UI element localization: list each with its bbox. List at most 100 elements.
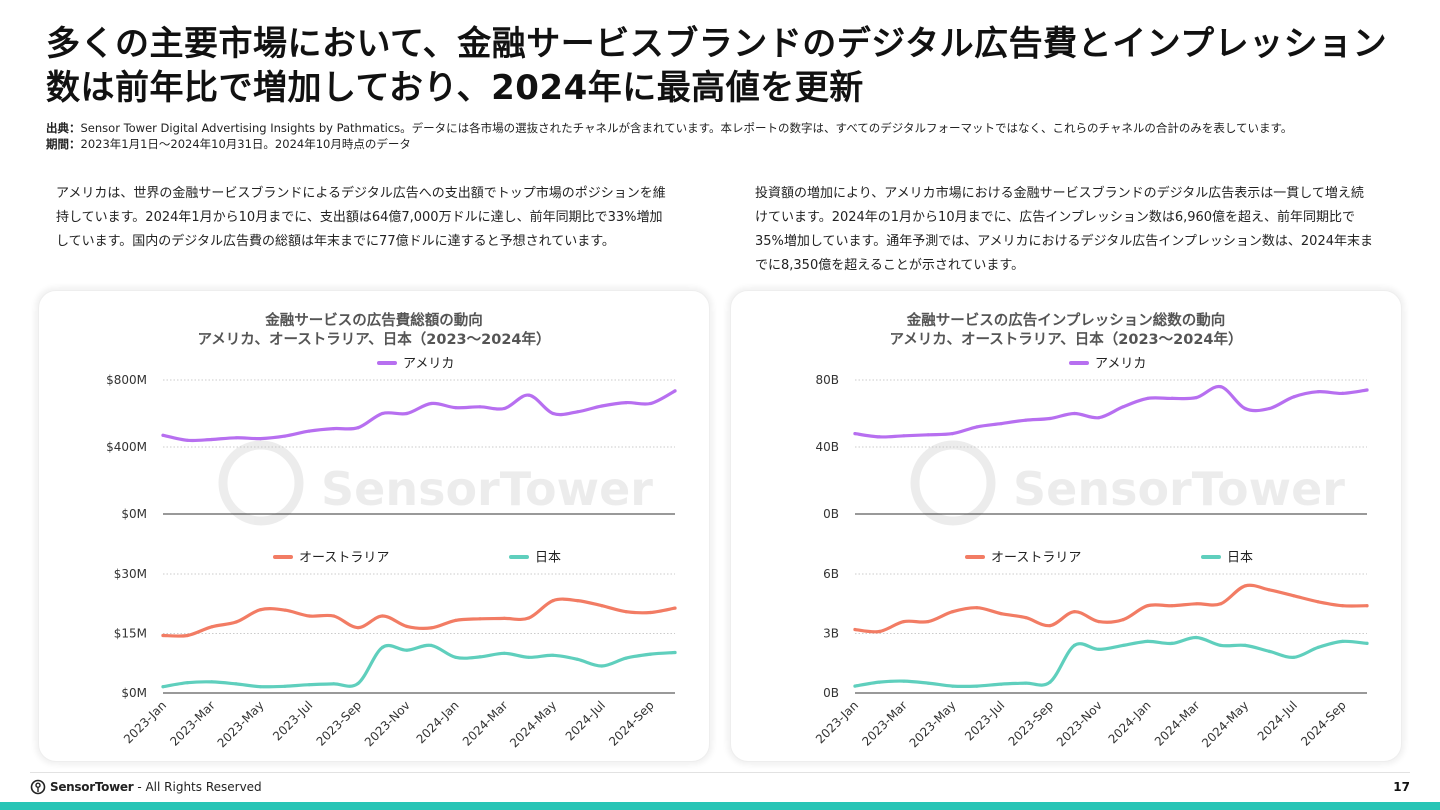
- data-point-usa: [1292, 395, 1296, 399]
- data-point-usa: [673, 389, 677, 393]
- data-point-usa: [283, 434, 287, 438]
- data-point-australia: [1316, 600, 1320, 604]
- data-point-usa: [853, 432, 857, 436]
- data-point-usa: [1341, 391, 1345, 395]
- data-point-australia: [307, 614, 311, 618]
- y-tick-label: 40B: [815, 440, 839, 454]
- chart-card-impressions: SensorTower 金融サービスの広告インプレッション総数の動向 アメリカ、オー…: [730, 290, 1402, 762]
- x-tick-label: 2023-Jan: [813, 698, 861, 746]
- data-point-australia: [1365, 604, 1369, 608]
- data-point-australia: [853, 627, 857, 632]
- x-tick-label: 2023-Sep: [1006, 698, 1057, 749]
- data-point-japan: [1024, 681, 1028, 685]
- chart-subtitle: アメリカ、オーストラリア、日本（2023〜2024年）: [197, 330, 550, 348]
- data-point-japan: [332, 682, 336, 686]
- data-point-japan: [307, 683, 311, 687]
- data-point-australia: [380, 614, 384, 618]
- data-point-australia: [185, 633, 189, 638]
- data-point-australia: [999, 612, 1003, 616]
- data-point-usa: [1097, 416, 1101, 420]
- data-point-japan: [877, 680, 881, 684]
- y-tick-label: $800M: [106, 373, 147, 387]
- footer-copyright: - All Rights Reserved: [137, 780, 262, 794]
- data-point-japan: [1219, 643, 1223, 647]
- data-point-usa: [950, 432, 955, 436]
- data-point-australia: [478, 617, 482, 621]
- data-point-japan: [1121, 643, 1125, 647]
- x-tick-label: 2024-Jul: [1255, 698, 1300, 743]
- data-point-australia: [234, 620, 238, 624]
- data-point-japan: [975, 684, 979, 688]
- data-point-usa: [405, 411, 409, 416]
- data-point-japan: [429, 643, 433, 647]
- data-point-japan: [1243, 643, 1247, 647]
- data-point-australia: [283, 608, 287, 612]
- footer: SensorTower - All Rights Reserved: [30, 779, 262, 795]
- data-point-australia: [1146, 604, 1150, 608]
- data-point-japan: [1292, 655, 1296, 659]
- x-tick-label: 2023-Jul: [962, 698, 1007, 743]
- period-text: 2023年1月1日〜2024年10月31日。2024年10月時点のデータ: [80, 137, 411, 151]
- data-point-australia: [649, 610, 653, 615]
- data-point-usa: [975, 425, 979, 429]
- data-point-japan: [283, 684, 287, 688]
- data-point-australia: [1024, 616, 1028, 620]
- data-point-australia: [429, 626, 433, 630]
- data-point-japan: [999, 682, 1003, 686]
- data-point-australia: [405, 624, 409, 628]
- x-tick-label: 2024-May: [1199, 698, 1251, 750]
- data-point-australia: [356, 626, 360, 630]
- y-tick-label: 6B: [823, 567, 839, 581]
- data-point-usa: [877, 435, 881, 439]
- legend-label: アメリカ: [403, 357, 454, 372]
- data-point-usa: [380, 411, 384, 416]
- page-number: 17: [1393, 780, 1410, 794]
- series-line-japan: [161, 643, 677, 689]
- data-point-usa: [1316, 390, 1320, 394]
- data-point-japan: [926, 681, 930, 685]
- data-point-australia: [1048, 624, 1052, 628]
- data-point-japan: [1170, 641, 1174, 645]
- data-point-japan: [478, 655, 482, 659]
- data-point-usa: [307, 429, 311, 433]
- data-point-australia: [1170, 604, 1174, 608]
- data-point-usa: [478, 405, 482, 409]
- x-tick-label: 2024-Mar: [460, 698, 511, 749]
- watermark: SensorTower: [218, 440, 653, 526]
- x-tick-label: 2024-May: [507, 698, 559, 750]
- watermark-logo-icon: [218, 440, 304, 526]
- y-tick-label: $400M: [106, 440, 147, 454]
- y-tick-label: 0B: [823, 507, 839, 521]
- data-point-japan: [161, 685, 165, 689]
- data-point-australia: [454, 618, 458, 622]
- data-point-usa: [1365, 388, 1369, 392]
- data-point-australia: [332, 614, 336, 618]
- data-point-australia: [1121, 618, 1125, 622]
- data-point-japan: [1341, 639, 1345, 643]
- data-point-australia: [1341, 604, 1345, 608]
- data-point-japan: [1316, 645, 1320, 649]
- data-point-usa: [185, 438, 189, 442]
- y-tick-label: $15M: [114, 627, 147, 641]
- ad-spend-chart: SensorTower 金融サービスの広告費総額の動向アメリカ、オーストラリア、日…: [106, 311, 677, 750]
- data-point-usa: [1048, 416, 1052, 421]
- source-label: 出典：: [46, 121, 81, 135]
- data-point-australia: [926, 620, 930, 624]
- x-tick-label: 2024-Sep: [606, 698, 657, 749]
- data-point-usa: [332, 427, 336, 431]
- data-point-usa: [234, 436, 238, 440]
- data-point-usa: [649, 401, 653, 406]
- data-point-usa: [902, 434, 906, 438]
- data-point-japan: [600, 664, 604, 668]
- x-tick-label: 2024-Jan: [414, 698, 462, 746]
- watermark-text: SensorTower: [1013, 462, 1345, 516]
- chart-title: 金融サービスの広告インプレッション総数の動向: [906, 311, 1226, 329]
- data-point-usa: [1146, 396, 1150, 400]
- data-point-japan: [575, 657, 580, 661]
- data-point-japan: [1048, 680, 1052, 684]
- legend-label: オーストラリア: [299, 551, 389, 566]
- y-tick-label: 80B: [815, 373, 839, 387]
- data-point-usa: [1170, 396, 1174, 400]
- data-point-usa: [600, 404, 604, 408]
- series-line-usa: [853, 384, 1369, 439]
